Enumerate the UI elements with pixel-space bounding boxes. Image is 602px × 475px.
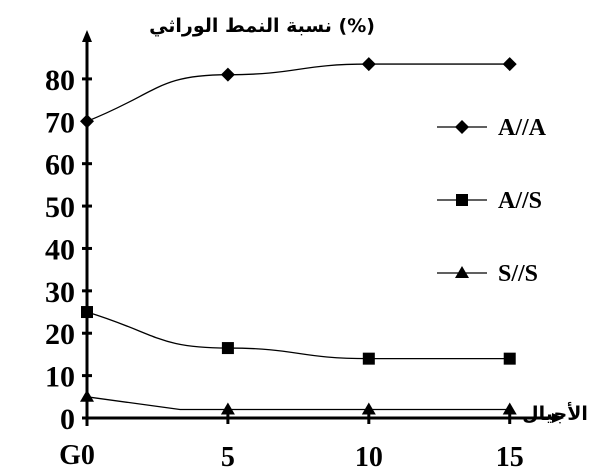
series-group [80, 57, 517, 415]
data-point [81, 306, 93, 319]
axis-ticks: 0 10 20 30 40 50 60 70 80 G0 5 10 15 [45, 64, 524, 473]
legend-label: A//S [498, 188, 542, 214]
y-tick-label: 40 [45, 233, 75, 266]
legend: A//A A//S S//S [437, 115, 547, 287]
x-tick-label: 15 [496, 442, 524, 473]
data-point [455, 120, 469, 134]
data-point [361, 402, 376, 415]
axes [82, 30, 564, 426]
data-point [361, 57, 376, 72]
y-tick-label: 20 [45, 318, 75, 351]
legend-label: A//A [498, 115, 547, 141]
y-tick-label: 80 [45, 64, 75, 97]
series-s-s [80, 389, 517, 415]
data-point [455, 266, 469, 278]
y-tick-label: 30 [45, 276, 75, 309]
series-line [86, 63, 510, 122]
y-tick-label: 60 [45, 149, 75, 182]
series-a-s [81, 306, 516, 365]
x-tick-label: 10 [355, 442, 383, 473]
data-point [502, 57, 517, 72]
y-tick-label: 50 [45, 191, 75, 224]
y-tick-label: 0 [60, 403, 75, 436]
x-origin-label: G0 [59, 440, 95, 471]
y-axis-title: نسبة النمط الوراثي (%) [149, 15, 375, 37]
x-tick-label: 5 [221, 442, 235, 473]
data-point [80, 389, 94, 402]
data-point [362, 352, 375, 365]
data-point [80, 114, 94, 129]
y-tick-label: 70 [45, 106, 75, 139]
legend-item: S//S [437, 261, 538, 287]
series-a-a [80, 57, 517, 129]
legend-item: A//S [437, 188, 542, 214]
data-point [502, 402, 517, 415]
x-axis-title: الأجيال [522, 402, 588, 425]
series-line [86, 396, 510, 411]
data-point [503, 352, 516, 365]
legend-label: S//S [498, 261, 538, 287]
data-point [221, 342, 234, 355]
data-point [456, 194, 468, 206]
data-point [220, 67, 235, 82]
legend-item: A//A [437, 115, 547, 141]
y-tick-label: 10 [45, 361, 75, 394]
data-point [220, 402, 235, 415]
series-line [86, 311, 510, 360]
